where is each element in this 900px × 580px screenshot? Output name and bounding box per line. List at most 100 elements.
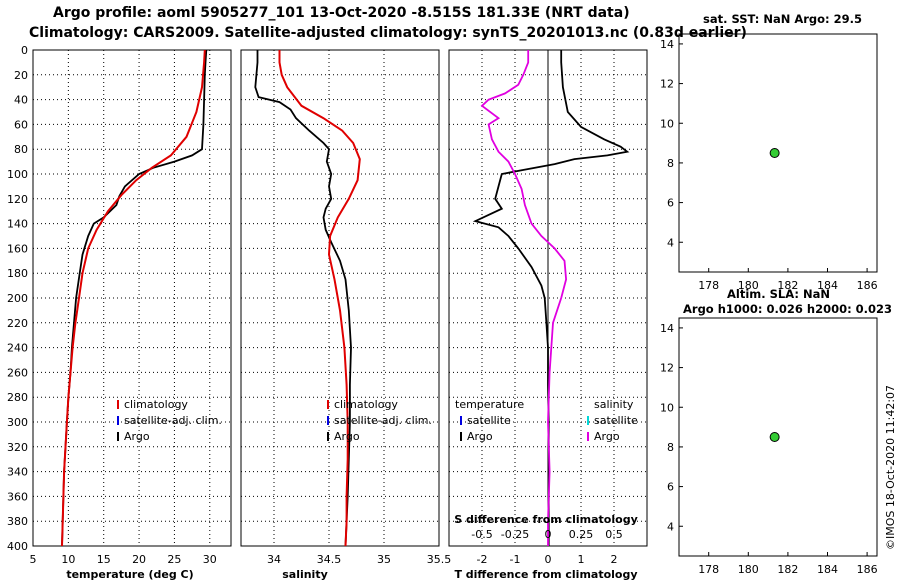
depth-tick-label: 0 <box>21 44 28 57</box>
depth-tick-label: 20 <box>14 69 28 82</box>
y-tick-label: 4 <box>667 520 674 533</box>
legend-t-argo-label: Argo <box>467 430 493 443</box>
depth-tick-label: 140 <box>7 218 28 231</box>
x-tick-label: -1 <box>510 553 521 566</box>
x-tick-label: 2 <box>611 553 618 566</box>
depth-tick-label: 180 <box>7 267 28 280</box>
s-difference-axis-label: S difference from climatology <box>454 513 638 526</box>
depth-tick-label: 260 <box>7 366 28 379</box>
y-tick-label: 8 <box>667 441 674 454</box>
series-line-climatology <box>278 50 361 547</box>
sst-map-panel: 4 6 8 10 12 14 178 180 182 184 186 <box>660 33 878 292</box>
x-tick-label: 178 <box>698 279 719 292</box>
x-tick-label: 184 <box>817 279 838 292</box>
y-tick-label: 6 <box>667 481 674 494</box>
legend-argo-label: Argo <box>124 430 150 443</box>
y-tick-label: 14 <box>660 322 674 335</box>
legend-temperature-header: temperature <box>455 398 524 411</box>
temperature-xlabel: temperature (deg C) <box>66 568 193 580</box>
argo-location-point <box>769 432 780 442</box>
temperature-legend: climatology satellite-adj. clim. Argo <box>117 398 222 443</box>
depth-tick-label: 300 <box>7 416 28 429</box>
x-tick-label: 15 <box>97 553 111 566</box>
temperature-profile-panel: 5 10 15 20 25 30 0 20 40 60 80 100 120 140 160 180 200 2… <box>7 44 232 580</box>
y-tick-label: 12 <box>660 362 674 375</box>
y-tick-label: 10 <box>660 401 674 414</box>
s-difference-tick-label: -0.5 <box>471 528 492 541</box>
s-difference-tick-label: 0.5 <box>605 528 623 541</box>
depth-tick-label: 340 <box>7 466 28 479</box>
depth-tick-label: 160 <box>7 242 28 255</box>
sla-panel-title-line1: Altim. SLA: NaN <box>727 287 830 301</box>
difference-legend: temperature satellite Argo salinity sate… <box>455 398 638 443</box>
depth-tick-label: 360 <box>7 490 28 503</box>
x-tick-label: 186 <box>857 563 878 576</box>
x-tick-label: 34.5 <box>317 553 342 566</box>
argo-location-point <box>769 148 780 158</box>
series-line-t-difference-argo- <box>472 50 630 546</box>
legend-s-argo-label: Argo <box>594 430 620 443</box>
difference-profile-panel: -2 -1 0 1 2 -0.5 -0.25 0 0.25 0.5 T difference f… <box>448 49 648 580</box>
depth-tick-label: 80 <box>14 143 28 156</box>
x-tick-label: 0 <box>545 553 552 566</box>
x-tick-label: 182 <box>777 279 798 292</box>
x-tick-label: 35.5 <box>427 553 452 566</box>
legend-satellite-label: satellite-adj. clim. <box>334 414 432 427</box>
s-difference-tick-label: -0.25 <box>501 528 529 541</box>
x-tick-label: 25 <box>167 553 181 566</box>
depth-tick-label: 60 <box>14 118 28 131</box>
legend-salinity-header: salinity <box>594 398 634 411</box>
figure-title-line1: Argo profile: aoml 5905277_101 13-Oct-20… <box>53 5 630 21</box>
depth-tick-label: 380 <box>7 515 28 528</box>
legend-t-satellite-label: satellite <box>467 414 511 427</box>
series-line-climatology <box>61 49 206 547</box>
x-tick-label: 20 <box>132 553 146 566</box>
salinity-legend: climatology satellite-adj. clim. Argo <box>327 398 432 443</box>
x-tick-label: 30 <box>203 553 217 566</box>
depth-tick-label: 120 <box>7 193 28 206</box>
depth-tick-label: 320 <box>7 441 28 454</box>
figure-title-line2: Climatology: CARS2009. Satellite-adjuste… <box>29 25 747 41</box>
x-tick-label: 178 <box>698 563 719 576</box>
y-tick-label: 12 <box>660 78 674 91</box>
y-tick-label: 10 <box>660 117 674 130</box>
s-difference-tick-label: 0.25 <box>569 528 594 541</box>
x-tick-label: 180 <box>738 279 759 292</box>
x-tick-label: -2 <box>477 553 488 566</box>
depth-tick-label: 280 <box>7 391 28 404</box>
copyright-stamp: ©IMOS 18-Oct-2020 11:42:07 <box>884 384 897 550</box>
depth-tick-label: 220 <box>7 317 28 330</box>
sst-axes-frame <box>678 33 878 273</box>
series-line-argo <box>61 49 208 547</box>
x-tick-label: 5 <box>30 553 37 566</box>
series-line-s-difference-argo- <box>480 50 568 546</box>
x-tick-label: 10 <box>61 553 75 566</box>
y-tick-label: 14 <box>660 38 674 51</box>
x-tick-label: 34 <box>267 553 281 566</box>
x-tick-label: 1 <box>578 553 585 566</box>
x-tick-label: 182 <box>777 563 798 576</box>
depth-tick-label: 40 <box>14 94 28 107</box>
legend-argo-label: Argo <box>334 430 360 443</box>
legend-satellite-label: satellite-adj. clim. <box>124 414 222 427</box>
series-line-argo <box>254 50 352 547</box>
depth-tick-label: 240 <box>7 342 28 355</box>
legend-climatology-label: climatology <box>124 398 188 411</box>
x-tick-label: 180 <box>738 563 759 576</box>
legend-s-satellite-label: satellite <box>594 414 638 427</box>
x-tick-label: 186 <box>857 279 878 292</box>
y-tick-label: 6 <box>667 197 674 210</box>
depth-tick-label: 100 <box>7 168 28 181</box>
x-tick-label: 35 <box>377 553 391 566</box>
sla-map-panel: 4 6 8 10 12 14 178 180 182 184 186 <box>660 317 878 576</box>
depth-tick-label: 400 <box>7 540 28 553</box>
s-difference-tick-label: 0 <box>545 528 552 541</box>
salinity-profile-panel: 34 34.5 35 35.5 salinity climatology satell… <box>240 49 452 580</box>
salinity-xlabel: salinity <box>282 568 328 580</box>
x-tick-label: 184 <box>817 563 838 576</box>
sla-panel-title-line2: Argo h1000: 0.026 h2000: 0.023 <box>683 302 893 316</box>
y-tick-label: 4 <box>667 236 674 249</box>
sst-panel-title: sat. SST: NaN Argo: 29.5 <box>703 12 863 26</box>
legend-climatology-label: climatology <box>334 398 398 411</box>
